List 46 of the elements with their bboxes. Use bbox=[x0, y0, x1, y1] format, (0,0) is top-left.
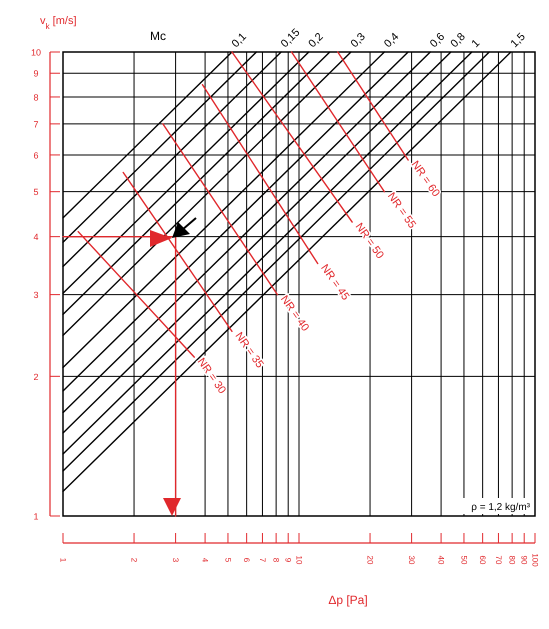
x-tick-label: 3 bbox=[171, 558, 180, 563]
y-tick-label: 1 bbox=[33, 512, 39, 522]
x-tick-label: 8 bbox=[272, 558, 281, 563]
text: 0,4 bbox=[382, 30, 402, 50]
annotation: ρ = 1,2 kg/m³ bbox=[471, 502, 531, 513]
text: NR = 45 bbox=[318, 262, 352, 303]
x-tick-label: 60 bbox=[478, 556, 488, 565]
x-tick-label: 70 bbox=[494, 556, 503, 565]
text: Mc bbox=[150, 29, 166, 43]
x-tick-label: 4 bbox=[200, 558, 210, 563]
x-tick-label: 40 bbox=[436, 556, 446, 565]
x-tick-label: 90 bbox=[520, 556, 529, 565]
text: NR = 40 bbox=[278, 293, 312, 334]
x-tick-label: 80 bbox=[508, 556, 517, 565]
x-tick-label: 6 bbox=[242, 558, 252, 563]
text: 0,1 bbox=[230, 30, 249, 50]
x-tick-label: 9 bbox=[284, 558, 293, 563]
x-tick-label: 2 bbox=[130, 558, 139, 563]
text: 1 bbox=[469, 37, 482, 50]
text: NR = 30 bbox=[194, 356, 228, 396]
text: 1,5 bbox=[508, 30, 528, 50]
x-axis-title: Δp [Pa] bbox=[328, 593, 368, 607]
y-tick-label: 2 bbox=[33, 372, 39, 382]
y-tick-label: 8 bbox=[33, 92, 39, 102]
y-tick-label: 5 bbox=[33, 187, 39, 198]
x-tick-label: 5 bbox=[223, 558, 232, 563]
text: 0,2 bbox=[306, 30, 326, 50]
y-tick-label: 3 bbox=[33, 290, 39, 300]
x-tick-label: 100 bbox=[530, 553, 540, 568]
text: 0,3 bbox=[348, 30, 368, 50]
y-axis-title: v$_{k}$ [m/s] bbox=[40, 15, 77, 30]
text: 0,8 bbox=[448, 30, 468, 50]
text: NR = 35 bbox=[232, 330, 266, 370]
x-tick-label: 7 bbox=[258, 558, 267, 563]
y-tick-label: 10 bbox=[30, 48, 42, 58]
y-tick-label: 9 bbox=[33, 68, 39, 79]
x-tick-label: 20 bbox=[366, 556, 375, 565]
x-tick-label: 1 bbox=[58, 558, 68, 563]
x-tick-label: 10 bbox=[294, 556, 304, 565]
x-tick-label: 50 bbox=[459, 556, 468, 565]
y-tick-label: 6 bbox=[33, 150, 39, 160]
text: NR = 50 bbox=[352, 220, 386, 262]
y-tick-label: 4 bbox=[33, 232, 39, 242]
y-tick-label: 7 bbox=[33, 119, 39, 130]
text: 0,6 bbox=[428, 30, 448, 50]
x-tick-label: 30 bbox=[407, 556, 416, 565]
